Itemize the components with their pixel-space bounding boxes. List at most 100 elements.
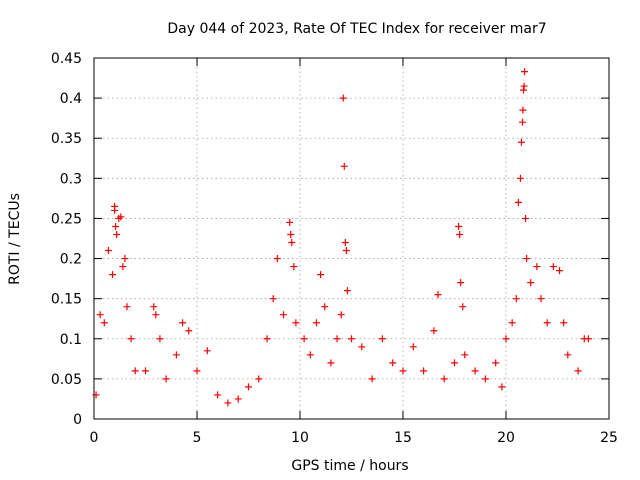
- roti-point: [514, 198, 522, 206]
- roti-point: [471, 367, 479, 375]
- roti-point: [162, 375, 170, 383]
- roti-point: [399, 367, 407, 375]
- roti-point: [420, 367, 428, 375]
- roti-point: [127, 335, 135, 343]
- y-tick-label: 0.35: [51, 131, 82, 147]
- roti-point: [214, 391, 222, 399]
- roti-point: [527, 279, 535, 287]
- roti-point: [523, 255, 531, 263]
- roti-point: [113, 230, 121, 238]
- roti-point: [290, 263, 298, 271]
- y-tick-label: 0.05: [51, 372, 82, 388]
- roti-point: [321, 303, 329, 311]
- roti-point: [516, 174, 524, 182]
- roti-point: [119, 263, 127, 271]
- roti-point: [537, 295, 545, 303]
- axis-ticks: [93, 57, 610, 420]
- roti-point: [100, 319, 108, 327]
- roti-point: [193, 367, 201, 375]
- roti-point: [131, 367, 139, 375]
- roti-point: [109, 271, 117, 279]
- roti-point: [481, 375, 489, 383]
- roti-point: [312, 319, 320, 327]
- roti-point: [152, 311, 160, 319]
- x-tick-label: 0: [90, 430, 99, 446]
- roti-point: [269, 295, 277, 303]
- roti-point: [142, 367, 149, 375]
- roti-point: [333, 335, 341, 343]
- roti-point: [179, 319, 187, 327]
- roti-point: [358, 343, 366, 351]
- roti-point: [459, 303, 467, 311]
- roti-point: [327, 359, 335, 367]
- roti-point: [451, 359, 458, 367]
- x-axis-label: GPS time / hours: [291, 458, 408, 474]
- roti-point: [498, 383, 506, 391]
- roti-point: [234, 395, 242, 403]
- y-tick-label: 0.15: [51, 292, 82, 308]
- roti-point: [341, 239, 349, 247]
- x-tick-label: 15: [394, 430, 412, 446]
- chart-title: Day 044 of 2023, Rate Of TEC Index for r…: [167, 21, 546, 37]
- plot-frame: [93, 57, 610, 420]
- roti-point: [560, 319, 568, 327]
- roti-point: [300, 335, 308, 343]
- y-tick-label: 0.4: [60, 91, 82, 107]
- roti-point: [456, 230, 464, 238]
- roti-point: [306, 351, 314, 359]
- x-tick-label: 10: [291, 430, 309, 446]
- roti-point: [409, 343, 417, 351]
- roti-point: [502, 335, 510, 343]
- y-tick-label: 0.25: [51, 211, 82, 227]
- roti-point: [348, 335, 355, 343]
- roti-point: [543, 319, 551, 327]
- roti-point: [245, 383, 252, 391]
- roti-point: [520, 82, 528, 90]
- roti-point: [340, 162, 348, 170]
- grid-lines: [94, 58, 609, 419]
- roti-point: [224, 399, 232, 407]
- x-tick-label: 25: [600, 430, 618, 446]
- roti-point: [584, 335, 592, 343]
- roti-point: [549, 263, 557, 271]
- roti-point: [368, 375, 376, 383]
- roti-point: [517, 138, 525, 146]
- roti-point: [556, 267, 564, 275]
- roti-point: [343, 287, 351, 295]
- roti-point: [533, 263, 541, 271]
- roti-point: [117, 213, 125, 221]
- x-tick-labels: 0 5 10 15 20 25: [90, 430, 618, 446]
- roti-point: [455, 222, 463, 230]
- data-points: [92, 68, 592, 407]
- y-axis-label: ROTI / TECUs: [7, 193, 23, 285]
- roti-point: [185, 327, 193, 335]
- roti-point: [317, 271, 325, 279]
- roti-point: [520, 86, 528, 94]
- roti-point: [203, 347, 211, 355]
- x-tick-label: 20: [497, 430, 515, 446]
- roti-point: [104, 247, 112, 255]
- roti-point: [111, 206, 119, 214]
- roti-point: [518, 118, 526, 126]
- y-tick-label: 0.45: [51, 51, 82, 67]
- roti-point: [280, 311, 288, 319]
- roti-point: [564, 351, 572, 359]
- roti-point: [112, 222, 120, 230]
- roti-point: [156, 335, 164, 343]
- y-tick-label: 0.3: [60, 171, 82, 187]
- roti-point: [273, 255, 281, 263]
- roti-point: [121, 255, 129, 263]
- roti-point: [172, 351, 180, 359]
- roti-point: [150, 303, 158, 311]
- y-tick-label: 0.2: [60, 252, 82, 268]
- roti-point: [508, 319, 516, 327]
- roti-point: [492, 359, 500, 367]
- roti-point: [96, 311, 104, 319]
- roti-point: [378, 335, 386, 343]
- roti-point: [389, 359, 397, 367]
- roti-point: [263, 335, 271, 343]
- roti-point: [286, 218, 294, 226]
- roti-point: [440, 375, 448, 383]
